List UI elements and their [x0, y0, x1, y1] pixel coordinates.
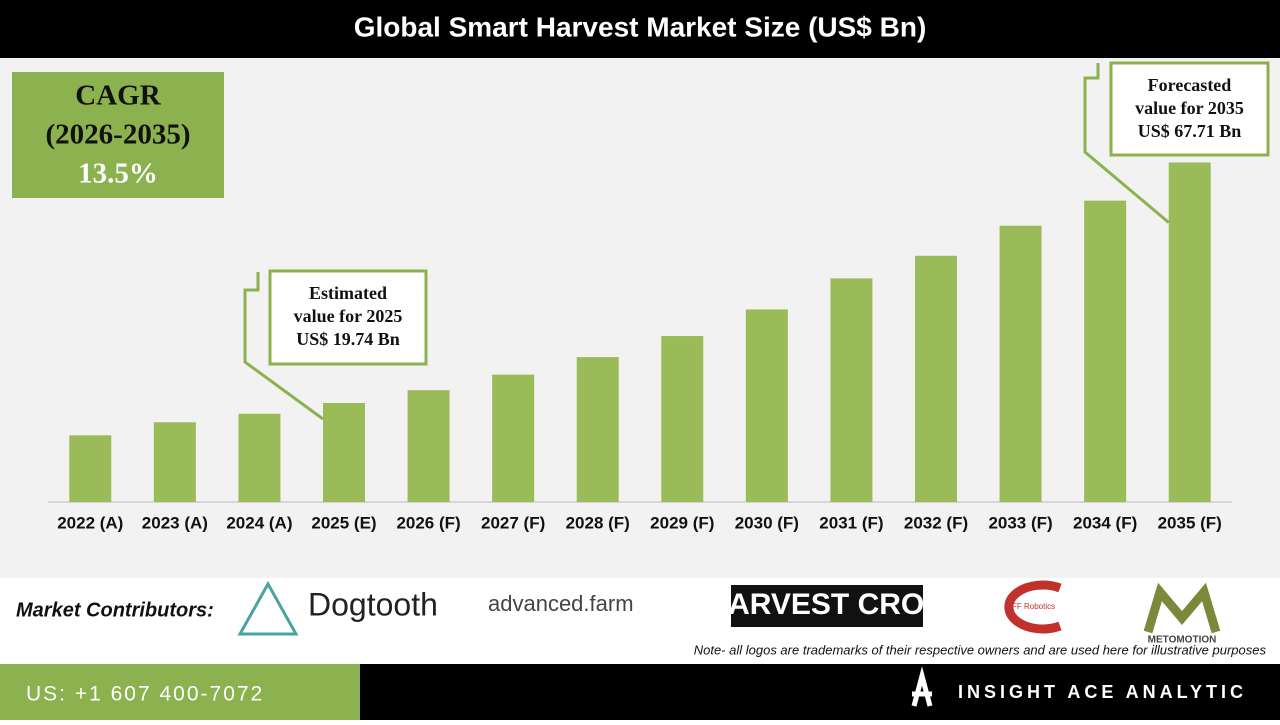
contributors-label: Market Contributors:	[16, 599, 214, 621]
logo-strip	[0, 578, 1280, 664]
logo-icon	[1004, 580, 1062, 634]
cagr-label: CAGR	[75, 80, 161, 112]
x-tick-label: 2029 (F)	[650, 513, 714, 532]
bar	[1168, 162, 1211, 502]
bar	[153, 422, 196, 502]
x-tick-label: 2028 (F)	[566, 513, 630, 532]
brand: INSIGHT ACE ANALYTIC	[958, 682, 1247, 702]
x-tick-label: 2035 (F)	[1158, 513, 1222, 532]
logo-icon	[1143, 582, 1221, 634]
callout-text: Forecasted	[1148, 75, 1232, 95]
bar	[576, 357, 619, 502]
bar	[999, 225, 1042, 502]
callout-text: Estimated	[309, 283, 387, 303]
logo: METOMOTION	[1148, 635, 1217, 646]
callout-text: value for 2025	[294, 306, 403, 326]
callout-text: value for 2035	[1135, 98, 1244, 118]
callout-text: US$ 67.71 Bn	[1138, 121, 1242, 141]
x-tick-label: 2027 (F)	[481, 513, 545, 532]
logo: FF Robotics	[1012, 602, 1055, 611]
x-tick-label: 2031 (F)	[819, 513, 883, 532]
bar	[661, 336, 704, 502]
callout-leader	[243, 272, 324, 421]
bar	[238, 413, 281, 502]
logo: advanced.farm	[488, 591, 634, 616]
bar	[492, 374, 535, 502]
callout-box	[268, 269, 428, 366]
brand-icon	[911, 666, 933, 707]
brand-bar	[360, 664, 1280, 720]
phone: US: +1 607 400-7072	[26, 683, 264, 706]
x-tick-label: 2024 (A)	[226, 513, 292, 532]
bar	[407, 390, 450, 502]
cagr-value: 13.5%	[78, 158, 158, 190]
logo: Dogtooth	[308, 586, 438, 622]
logo: HARVEST CROO	[706, 588, 947, 621]
logo-bg	[731, 585, 923, 627]
note: Note- all logos are trademarks of their …	[694, 642, 1267, 657]
cagr-box	[12, 72, 224, 198]
title-bar	[0, 0, 1280, 58]
x-tick-label: 2032 (F)	[904, 513, 968, 532]
bar	[915, 255, 957, 502]
bar	[323, 403, 365, 502]
callout-text: US$ 19.74 Bn	[296, 329, 400, 349]
chart-title: Global Smart Harvest Market Size (US$ Bn…	[354, 11, 927, 42]
callout-box	[1109, 61, 1270, 157]
x-tick-label: 2033 (F)	[988, 513, 1052, 532]
bar	[745, 309, 788, 502]
bar	[69, 435, 112, 502]
x-tick-label: 2034 (F)	[1073, 513, 1137, 532]
logo-icon	[237, 580, 299, 636]
phone-bar	[0, 664, 360, 720]
callout-leader	[1083, 63, 1170, 224]
x-tick-label: 2023 (A)	[142, 513, 208, 532]
x-tick-label: 2025 (E)	[311, 513, 376, 532]
bar	[830, 278, 873, 502]
x-tick-label: 2026 (F)	[396, 513, 460, 532]
x-tick-label: 2030 (F)	[735, 513, 799, 532]
cagr-period: (2026-2035)	[46, 119, 191, 151]
bar	[1084, 200, 1127, 503]
x-tick-label: 2022 (A)	[57, 513, 123, 532]
